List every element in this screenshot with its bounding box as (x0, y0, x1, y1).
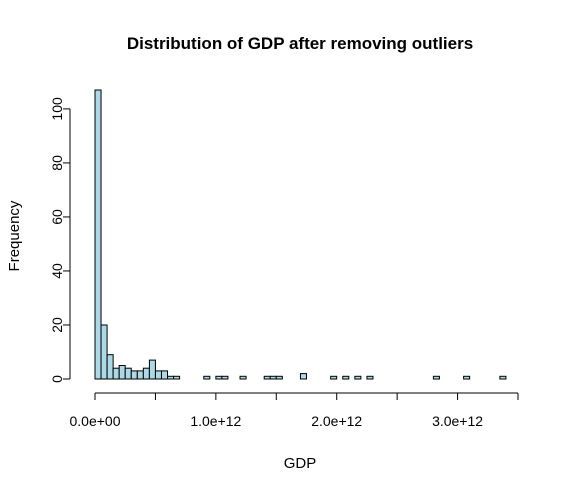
histogram-bar (167, 375, 175, 380)
histogram-bar (136, 370, 144, 380)
y-tick-label: 60 (49, 209, 65, 225)
bars-group (94, 89, 507, 380)
histogram-bar (366, 375, 374, 380)
histogram-bar (142, 367, 150, 380)
x-tick-label: 3.0e+12 (432, 413, 483, 429)
x-axis: 0.0e+00 1.0e+12 2.0e+12 3.0e+12 (70, 392, 519, 429)
histogram-bar (100, 324, 108, 380)
x-tick-label: 0.0e+00 (70, 413, 121, 429)
histogram-bar (299, 373, 307, 380)
histogram-bar (160, 370, 169, 380)
histogram-bar (148, 359, 156, 380)
y-tick-label: 80 (49, 155, 65, 171)
chart-title: Distribution of GDP after removing outli… (127, 34, 473, 53)
histogram-bar (269, 375, 277, 380)
histogram-bar (118, 365, 126, 380)
x-tick-label: 1.0e+12 (190, 413, 241, 429)
histogram-bar (154, 370, 162, 380)
histogram-bar (112, 367, 120, 380)
histogram-bar (215, 375, 223, 380)
histogram-bar (221, 375, 229, 380)
histogram-bar (432, 375, 440, 380)
y-tick-label: 0 (49, 375, 65, 383)
histogram-bar (330, 375, 338, 380)
histogram-bar (275, 375, 283, 380)
y-tick-label: 40 (49, 263, 65, 279)
histogram-bar (463, 375, 471, 380)
histogram-bar (263, 375, 271, 380)
histogram-bar (173, 375, 181, 380)
histogram-bar (499, 375, 507, 380)
x-axis-label: GDP (284, 455, 317, 472)
histogram-bar (239, 375, 247, 380)
histogram-bar (94, 89, 102, 380)
y-axis: 0 20 40 60 80 100 (49, 97, 71, 383)
histogram-bar (124, 367, 132, 380)
y-tick-label: 20 (49, 317, 65, 333)
histogram-bar (130, 370, 138, 380)
histogram-bar (354, 375, 362, 380)
histogram-bar (106, 354, 114, 380)
x-tick-label: 2.0e+12 (311, 413, 362, 429)
histogram-bar (203, 375, 211, 380)
histogram-bar (342, 375, 350, 380)
y-tick-label: 100 (49, 97, 65, 121)
y-axis-label: Frequency (6, 200, 23, 271)
